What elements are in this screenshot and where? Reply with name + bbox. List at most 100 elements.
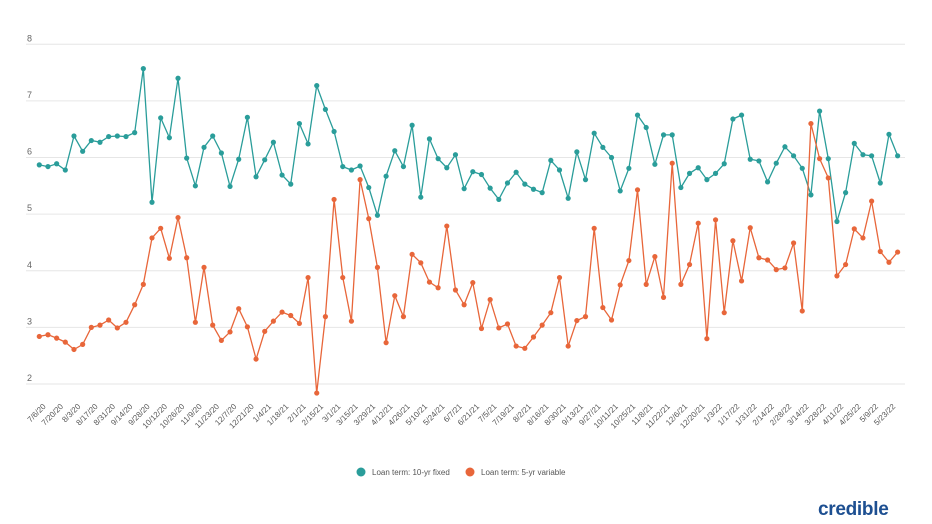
data-point[interactable] [565, 195, 571, 201]
data-point[interactable] [678, 184, 684, 191]
data-point[interactable] [747, 225, 753, 231]
data-point[interactable] [270, 139, 276, 145]
data-point[interactable] [652, 161, 658, 167]
data-point[interactable] [166, 255, 172, 261]
data-point[interactable] [843, 190, 849, 196]
data-point[interactable] [877, 180, 883, 186]
data-point[interactable] [71, 346, 77, 353]
data-point[interactable] [192, 183, 198, 189]
data-point[interactable] [253, 174, 259, 180]
data-point[interactable] [782, 144, 788, 150]
data-point[interactable] [660, 294, 667, 300]
data-point[interactable] [461, 302, 467, 308]
data-point[interactable] [444, 165, 450, 171]
data-point[interactable] [721, 161, 727, 167]
data-point[interactable] [409, 122, 415, 128]
data-point[interactable] [626, 165, 632, 171]
data-point[interactable] [704, 336, 710, 342]
data-point[interactable] [314, 83, 320, 89]
data-point[interactable] [452, 152, 459, 158]
data-point[interactable] [227, 183, 233, 190]
data-point[interactable] [62, 339, 68, 345]
data-point[interactable] [210, 322, 216, 328]
data-point[interactable] [582, 177, 589, 183]
data-point[interactable] [322, 314, 329, 320]
data-point[interactable] [97, 139, 103, 145]
data-point[interactable] [140, 66, 146, 72]
data-point[interactable] [340, 274, 346, 281]
data-point[interactable] [36, 162, 42, 168]
data-point[interactable] [764, 257, 771, 263]
data-point[interactable] [478, 171, 485, 178]
data-point[interactable] [877, 248, 883, 255]
data-point[interactable] [660, 132, 667, 138]
legend-item-10yr-fixed[interactable]: Loan term: 10-yr fixed [356, 467, 450, 478]
data-point[interactable] [114, 325, 120, 331]
data-point[interactable] [686, 170, 693, 176]
data-point[interactable] [721, 310, 727, 316]
data-point[interactable] [487, 297, 493, 303]
data-point[interactable] [869, 198, 875, 204]
data-point[interactable] [886, 131, 892, 137]
data-point[interactable] [166, 135, 172, 141]
data-point[interactable] [149, 235, 155, 241]
data-point[interactable] [452, 287, 459, 293]
data-point[interactable] [123, 319, 129, 325]
data-point[interactable] [548, 157, 554, 163]
data-point[interactable] [331, 128, 337, 135]
data-point[interactable] [400, 163, 407, 170]
data-point[interactable] [669, 160, 675, 166]
data-point[interactable] [270, 318, 276, 324]
data-point[interactable] [470, 169, 476, 175]
data-point[interactable] [296, 320, 302, 327]
data-point[interactable] [808, 192, 814, 198]
data-point[interactable] [340, 163, 346, 170]
data-point[interactable] [418, 194, 424, 200]
data-point[interactable] [738, 278, 745, 284]
data-point[interactable] [704, 177, 710, 183]
data-point[interactable] [522, 345, 528, 351]
data-point[interactable] [45, 332, 51, 338]
data-point[interactable] [426, 136, 433, 142]
data-point[interactable] [695, 220, 701, 226]
data-point[interactable] [366, 216, 372, 222]
data-point[interactable] [348, 318, 355, 324]
data-point[interactable] [600, 304, 606, 311]
data-point[interactable] [279, 309, 285, 315]
data-point[interactable] [600, 144, 606, 150]
data-point[interactable] [574, 317, 580, 324]
data-point[interactable] [808, 120, 814, 127]
data-point[interactable] [738, 112, 745, 118]
data-point[interactable] [834, 273, 840, 279]
data-point[interactable] [435, 156, 441, 162]
data-point[interactable] [149, 199, 155, 205]
data-point[interactable] [123, 133, 129, 140]
data-point[interactable] [383, 173, 389, 179]
data-point[interactable] [539, 190, 545, 196]
data-point[interactable] [114, 133, 120, 139]
data-point[interactable] [825, 175, 831, 181]
data-point[interactable] [236, 306, 242, 312]
data-point[interactable] [227, 329, 233, 335]
data-point[interactable] [314, 390, 320, 396]
data-point[interactable] [279, 172, 285, 178]
data-point[interactable] [88, 137, 94, 144]
data-point[interactable] [851, 140, 857, 146]
data-point[interactable] [712, 170, 719, 176]
data-point[interactable] [244, 324, 250, 330]
data-point[interactable] [348, 167, 355, 173]
data-point[interactable] [400, 314, 407, 320]
data-point[interactable] [210, 133, 216, 139]
data-point[interactable] [886, 259, 892, 265]
data-point[interactable] [253, 356, 259, 362]
data-point[interactable] [62, 167, 68, 173]
data-point[interactable] [97, 322, 103, 328]
data-point[interactable] [262, 328, 268, 334]
data-point[interactable] [201, 144, 207, 150]
data-point[interactable] [608, 317, 615, 323]
data-point[interactable] [712, 217, 719, 223]
data-point[interactable] [106, 133, 112, 140]
data-point[interactable] [825, 156, 831, 162]
data-point[interactable] [383, 340, 389, 346]
data-point[interactable] [288, 181, 294, 187]
